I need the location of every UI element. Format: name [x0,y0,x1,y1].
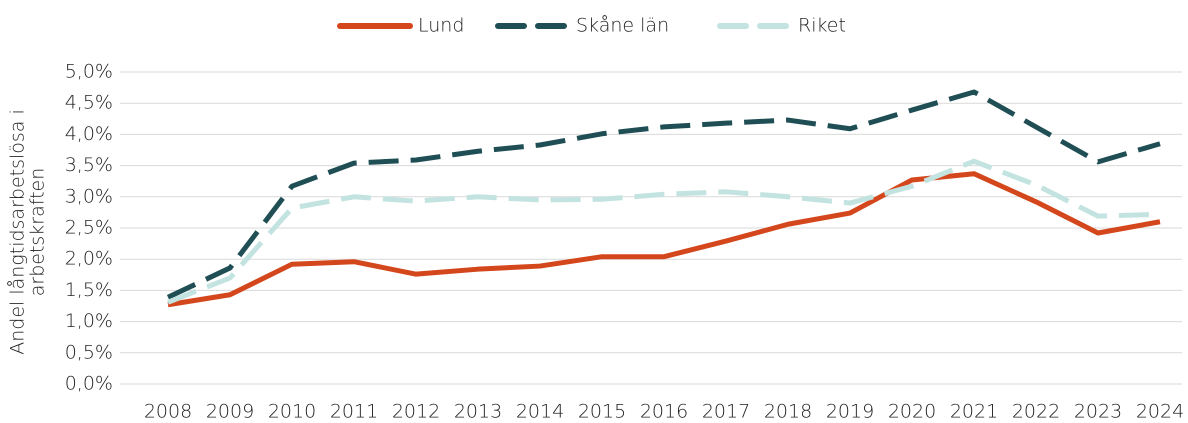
x-tick-label: 2018 [764,401,812,423]
x-tick-label: 2015 [578,401,626,423]
series-line [167,158,1161,305]
legend-label: Skåne län [576,15,669,37]
y-tick-label: 3,5% [65,154,113,176]
y-tick-label: 2,5% [65,217,113,239]
x-tick-label: 2014 [516,401,564,423]
series-line [166,89,1161,300]
legend-label: Lund [418,15,464,37]
y-tick-label: 5,0% [65,61,113,83]
y-tick-label: 3,0% [65,185,113,207]
x-tick-label: 2010 [268,401,316,423]
x-tick-label: 2017 [702,401,750,423]
x-tick-label: 2020 [888,401,936,423]
y-tick-label: 1,5% [65,279,113,301]
series-line [167,171,1161,308]
y-tick-label: 4,0% [65,123,113,145]
y-tick-label: 2,0% [65,248,113,270]
y-tick-label: 1,0% [65,310,113,332]
x-tick-label: 2023 [1074,401,1122,423]
y-label-line: Andel långtidsarbetslösa i [7,109,29,354]
y-tick-label: 0,5% [65,341,113,363]
legend-label: Riket [798,15,846,37]
x-tick-label: 2022 [1012,401,1060,423]
x-tick-label: 2011 [330,401,378,423]
y-tick-label: 4,5% [65,92,113,114]
x-tick-label: 2009 [206,401,254,423]
x-tick-label: 2012 [392,401,440,423]
y-tick-label: 0,0% [65,373,113,395]
y-label-line: arbetskraften [27,168,49,297]
x-tick-label: 2021 [950,401,998,423]
x-tick-label: 2008 [144,401,192,423]
y-axis-title: Andel långtidsarbetslösa i arbetskraften [7,109,49,354]
x-tick-label: 2024 [1136,401,1184,423]
x-tick-label: 2016 [640,401,688,423]
x-tick-label: 2013 [454,401,502,423]
x-tick-label: 2019 [826,401,874,423]
